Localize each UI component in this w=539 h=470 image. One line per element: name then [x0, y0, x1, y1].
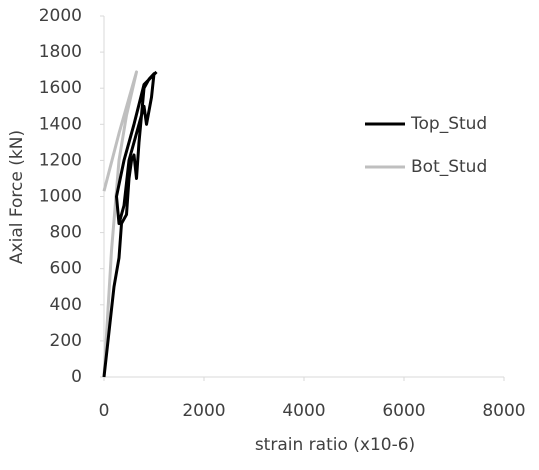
series-line — [102, 70, 158, 378]
legend-label: Bot_Stud — [411, 157, 487, 177]
y-tick-label: 0 — [71, 367, 82, 387]
x-tick-label: 2000 — [182, 401, 225, 421]
y-tick-label: 1600 — [39, 78, 82, 98]
y-tick-label: 600 — [50, 259, 82, 279]
series-line — [102, 70, 138, 378]
y-tick-label: 1800 — [39, 42, 82, 62]
y-tick-label: 2000 — [39, 6, 82, 26]
x-tick-label: 4000 — [282, 401, 325, 421]
y-tick-label: 1000 — [39, 187, 82, 207]
y-tick-label: 800 — [50, 223, 82, 243]
y-tick-label: 1400 — [39, 114, 82, 134]
x-tick-label: 8000 — [482, 401, 525, 421]
legend-label: Top_Stud — [410, 114, 487, 134]
y-tick-label: 400 — [50, 295, 82, 315]
y-axis-title: Axial Force (kN) — [7, 130, 27, 264]
x-tick-label: 6000 — [382, 401, 425, 421]
x-axis-title: strain ratio (x10-6) — [255, 435, 415, 455]
y-tick-label: 200 — [50, 331, 82, 351]
y-tick-label: 1200 — [39, 150, 82, 170]
x-tick-label: 0 — [99, 401, 110, 421]
